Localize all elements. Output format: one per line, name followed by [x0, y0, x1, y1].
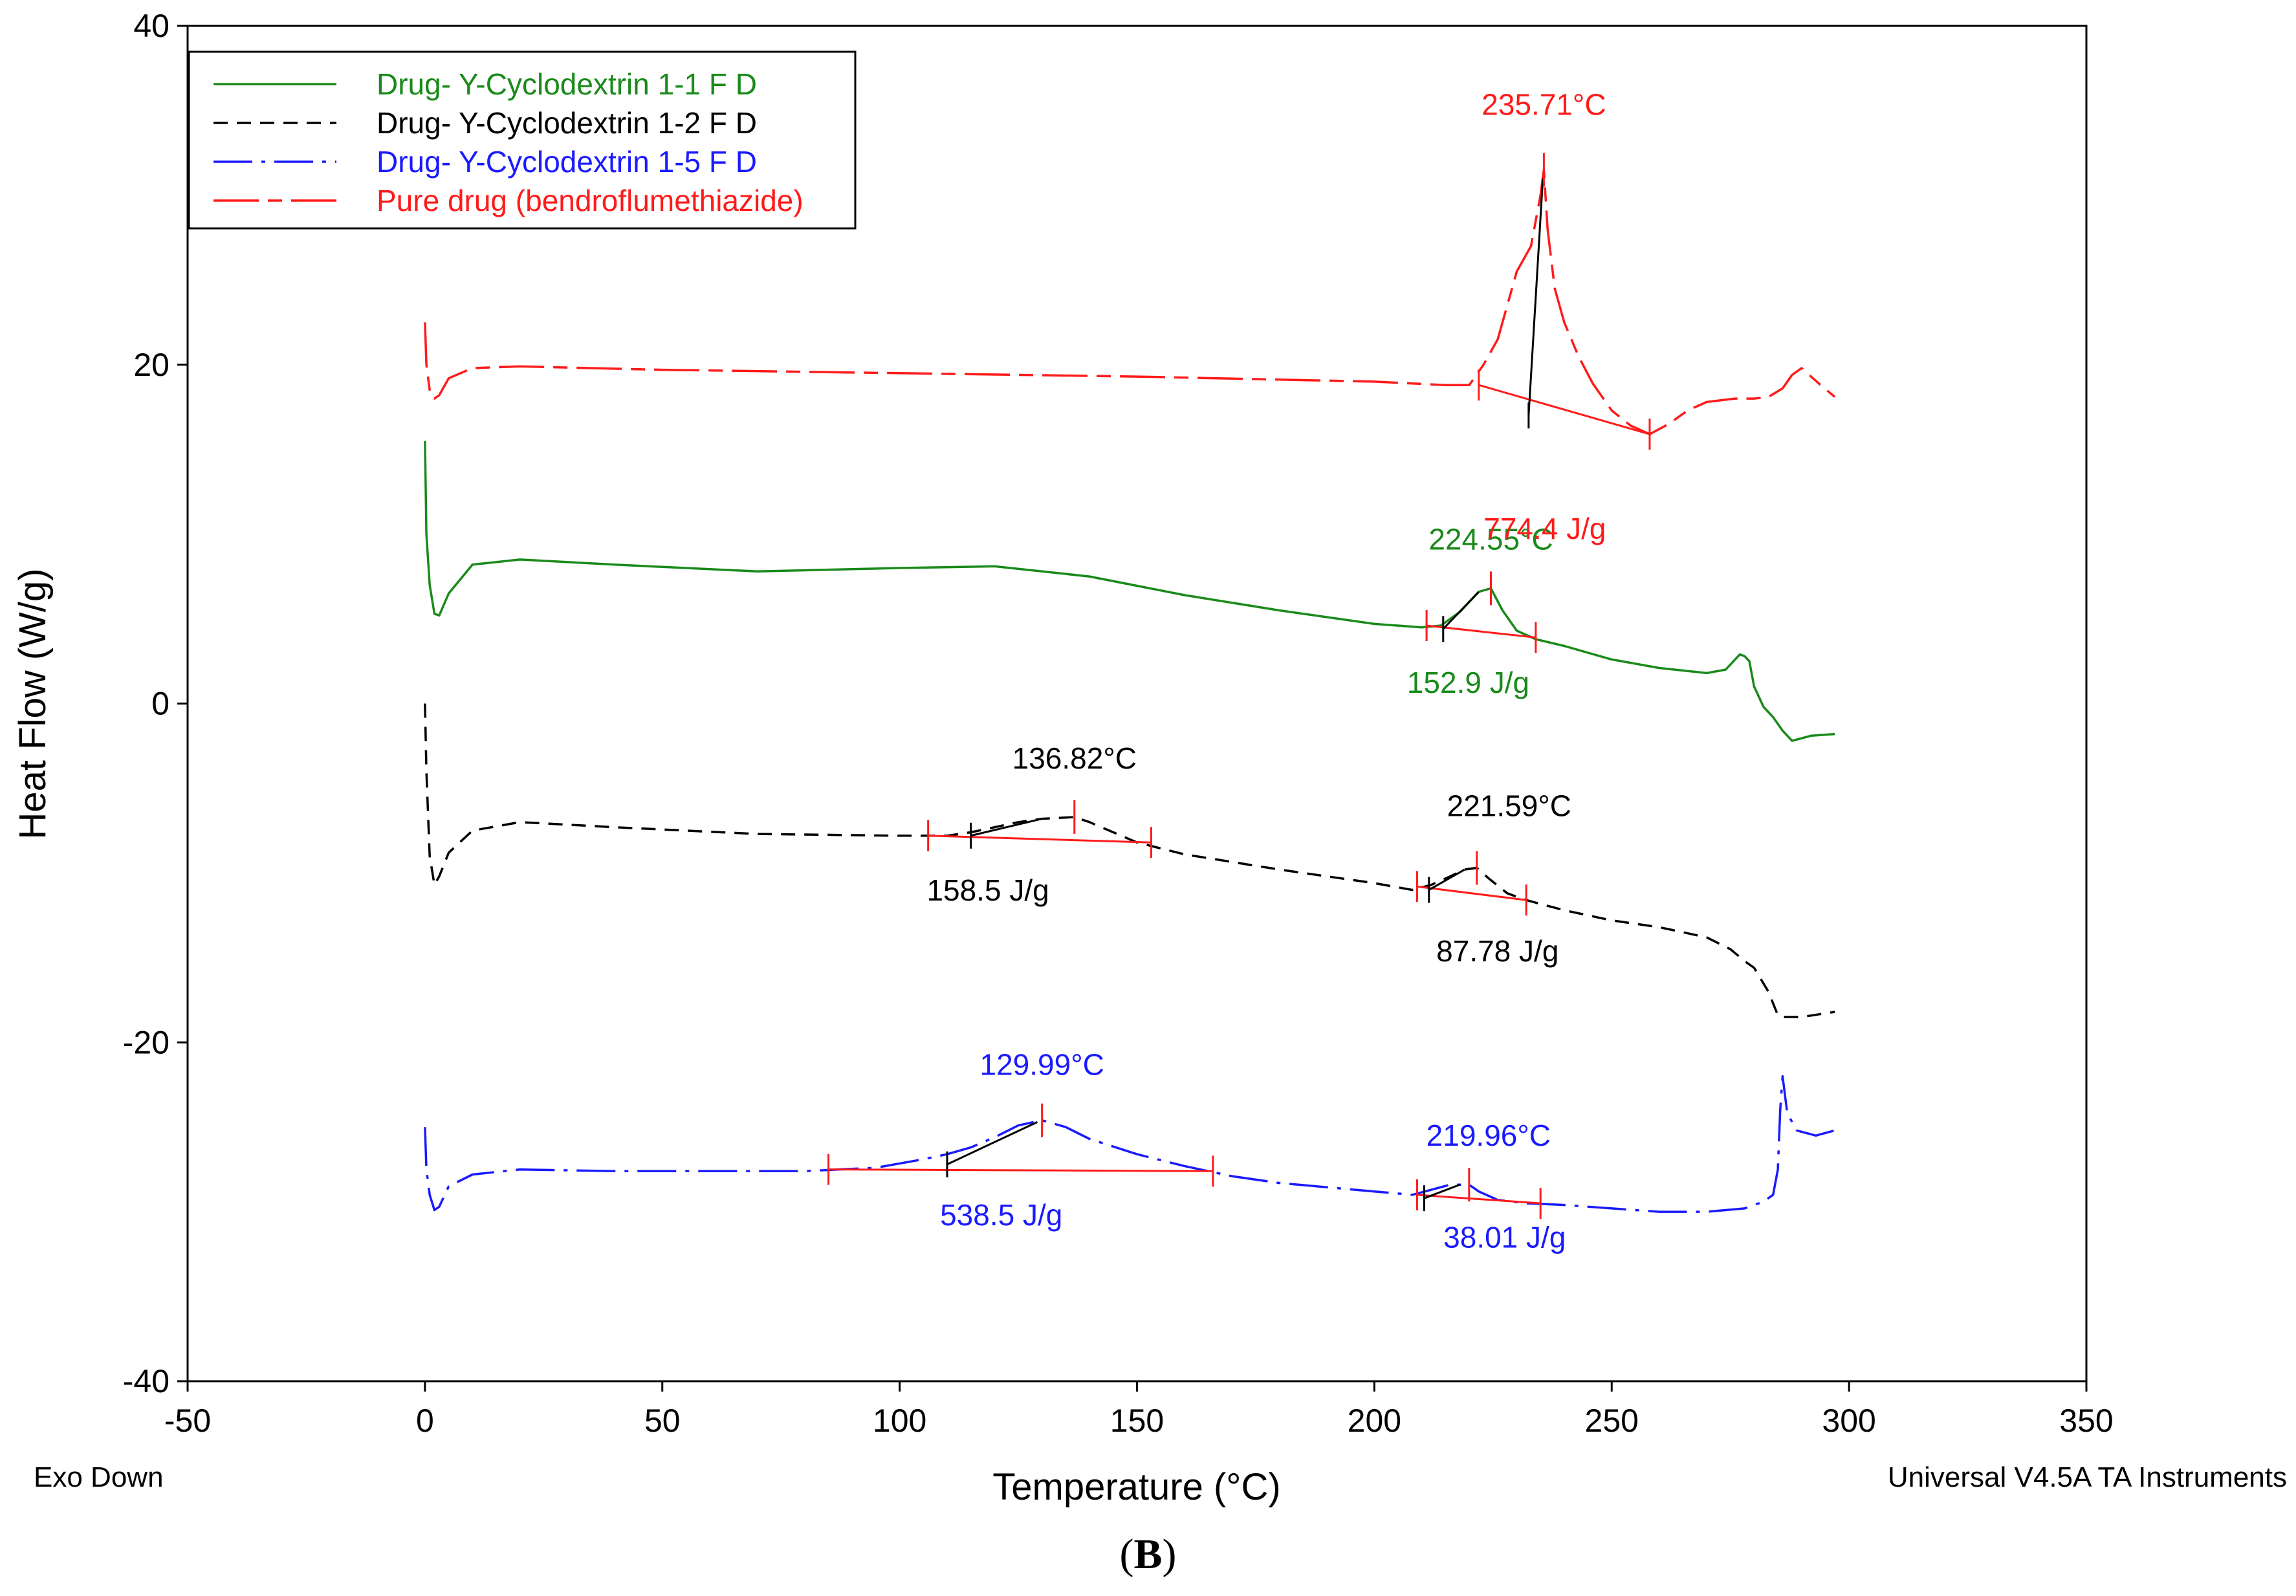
caption-open: (	[1119, 1531, 1134, 1578]
onset-tangent	[1527, 178, 1544, 416]
x-tick-label: 0	[416, 1403, 434, 1439]
peak-temperature-label: 136.82°C	[1012, 741, 1137, 775]
baseline-line	[1417, 885, 1527, 901]
baseline-line	[828, 1168, 1213, 1172]
y-tick-label: 0	[151, 686, 169, 722]
legend-label: Drug- Y-Cyclodextrin 1-5 F D	[377, 145, 757, 179]
x-tick-label: 300	[1822, 1403, 1875, 1439]
figure-caption: (B)	[0, 1530, 2296, 1579]
y-axis-title: Heat Flow (W/g)	[12, 569, 54, 840]
series-line-1	[424, 441, 1835, 742]
peak-temperature-label: 224.55°C	[1428, 522, 1553, 556]
peak-temperature-label: 221.59°C	[1447, 789, 1571, 823]
x-axis-title: Temperature (°C)	[992, 1466, 1280, 1508]
enthalpy-label: 158.5 J/g	[926, 873, 1049, 907]
y-tick-label: -40	[123, 1363, 169, 1399]
baseline-line	[928, 835, 1152, 844]
enthalpy-label: 38.01 J/g	[1443, 1220, 1566, 1254]
enthalpy-label: 774.4 J/g	[1483, 512, 1606, 545]
series-layer	[424, 168, 1836, 1213]
baseline-line	[1417, 1194, 1541, 1205]
caption-close: )	[1162, 1531, 1177, 1578]
peak-temperature-label: 219.96°C	[1427, 1119, 1551, 1152]
enthalpy-label: 152.9 J/g	[1407, 666, 1529, 699]
legend-label: Pure drug (bendroflumethiazide)	[377, 184, 804, 217]
legend-label: Drug- Y-Cyclodextrin 1-1 F D	[377, 67, 757, 101]
onset-tangent	[1442, 591, 1480, 630]
y-ticks: -40 -20 0 20 40	[123, 8, 188, 1399]
series-line-3	[424, 1075, 1835, 1213]
legend-box	[188, 50, 857, 230]
legend: Drug- Y-Cyclodextrin 1-1 F D Drug- Y-Cycl…	[188, 50, 857, 230]
y-tick-label: 20	[133, 347, 169, 383]
x-tick-label: 50	[644, 1403, 681, 1439]
x-tick-label: 200	[1348, 1403, 1401, 1439]
peak-temperature-label: 235.71°C	[1481, 88, 1606, 122]
x-ticks: -50 0 50 100 150 200 250 300 350	[164, 1381, 2114, 1439]
caption-letter: B	[1133, 1531, 1163, 1578]
onset-tangent	[970, 818, 1043, 837]
y-tick-label: 40	[133, 8, 169, 44]
x-tick-label: -50	[164, 1403, 211, 1439]
enthalpy-label: 538.5 J/g	[940, 1198, 1062, 1232]
series-line-4	[424, 168, 1836, 435]
y-tick-label: -20	[123, 1024, 169, 1060]
x-tick-label: 150	[1110, 1403, 1164, 1439]
x-tick-label: 250	[1585, 1403, 1639, 1439]
instrument-label: Universal V4.5A TA Instruments	[1888, 1461, 2287, 1493]
enthalpy-label: 87.78 J/g	[1436, 934, 1558, 968]
onset-tangent	[946, 1120, 1038, 1166]
annotation-layer: 224.55°C 152.9 J/g 235.71°C 774.4 J/g 136.82…	[827, 88, 1651, 1254]
x-tick-label: 100	[873, 1403, 926, 1439]
onset-tangent	[1428, 868, 1465, 891]
baseline-line	[1478, 384, 1650, 435]
onset-tangent	[1423, 1183, 1460, 1199]
exo-down-label: Exo Down	[34, 1461, 164, 1493]
x-tick-label: 350	[2059, 1403, 2113, 1439]
peak-temperature-label: 129.99°C	[980, 1048, 1104, 1082]
series-line-2	[424, 703, 1835, 1018]
legend-label: Drug- Y-Cyclodextrin 1-2 F D	[377, 106, 757, 140]
